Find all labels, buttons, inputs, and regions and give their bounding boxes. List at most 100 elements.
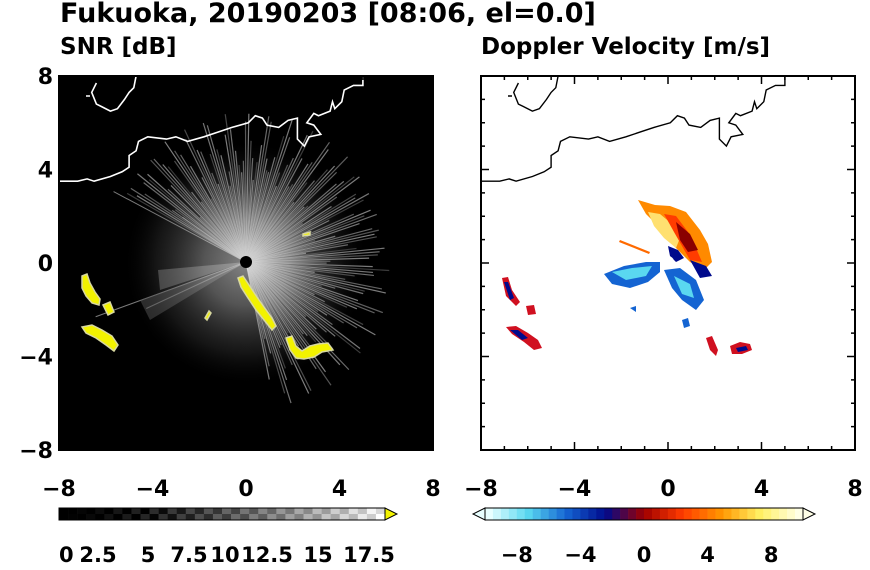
doppler-coastline xyxy=(481,76,786,182)
snr-colorbar-cell xyxy=(231,514,241,520)
snr-colorbar-cell xyxy=(203,508,214,514)
snr-colorbar-cell xyxy=(375,514,386,520)
snr-colorbar-label: 7.5 xyxy=(170,543,207,567)
doppler-colorbar-cell xyxy=(524,508,533,520)
doppler-colorbar-cell xyxy=(715,508,724,520)
velocity-ray xyxy=(619,240,650,254)
doppler-colorbar: −8 −4 0 4 8 xyxy=(471,507,817,567)
snr-colorbar-cell xyxy=(330,514,341,520)
snr-colorbar-cell xyxy=(303,514,313,520)
snr-colorbar-label: 5 xyxy=(141,543,156,567)
snr-colorbar-cell xyxy=(104,508,114,514)
doppler-colorbar-cell xyxy=(699,508,708,520)
snr-colorbar: 0 2.5 5 7.5 10 12.5 15 17.5 xyxy=(58,507,399,567)
echo-southeast-2 xyxy=(285,335,335,360)
doppler-radar-center xyxy=(662,256,674,268)
snr-colorbar-cell xyxy=(366,508,377,514)
snr-x-tick-label: 0 xyxy=(238,477,253,502)
snr-colorbar-cell xyxy=(339,514,350,520)
doppler-panel-title: Doppler Velocity [m/s] xyxy=(481,34,771,60)
snr-colorbar-label: 10 xyxy=(210,543,239,567)
doppler-colorbar-cell xyxy=(683,508,692,520)
snr-colorbar-cell xyxy=(321,514,331,520)
echo-west-3 xyxy=(80,324,119,353)
snr-colorbar-cell xyxy=(240,514,250,520)
doppler-colorbar-cell xyxy=(691,508,700,520)
doppler-colorbar-cell xyxy=(612,508,621,520)
snr-coastline xyxy=(59,76,364,183)
doppler-x-tick-label: 0 xyxy=(660,477,675,502)
snr-colorbar-cell xyxy=(321,508,331,514)
doppler-colorbar-cell xyxy=(548,508,557,520)
snr-colorbar-label: 17.5 xyxy=(343,543,395,567)
snr-colorbar-cell xyxy=(276,514,286,520)
snr-colorbar-cell xyxy=(240,508,250,514)
snr-colorbar-label: 0 xyxy=(59,543,74,567)
doppler-colorbar-cell xyxy=(667,508,677,520)
doppler-colorbar-cell xyxy=(755,508,764,520)
snr-colorbar-cell xyxy=(348,514,359,520)
doppler-colorbar-label: 8 xyxy=(764,543,779,567)
snr-colorbar-cell xyxy=(131,514,141,520)
snr-colorbar-cell xyxy=(86,514,96,520)
snr-colorbar-cell xyxy=(357,514,368,520)
snr-colorbar-cell xyxy=(303,508,313,514)
doppler-colorbar-cell xyxy=(707,508,716,520)
snr-colorbar-cell xyxy=(258,514,268,520)
doppler-colorbar-cell xyxy=(516,508,526,520)
snr-colorbar-extend-max xyxy=(384,507,399,521)
doppler-panel: −8 −4 0 4 8 xyxy=(464,75,863,502)
snr-colorbar-cell xyxy=(68,514,78,520)
doppler-colorbar-cell xyxy=(564,508,573,520)
snr-colorbar-label: 15 xyxy=(303,543,332,567)
snr-colorbar-cell xyxy=(185,508,196,514)
velocity-small-1 xyxy=(682,318,690,328)
doppler-colorbar-cell xyxy=(492,508,502,520)
doppler-colorbar-cell xyxy=(556,508,565,520)
doppler-colorbar-label: 0 xyxy=(637,543,652,567)
snr-colorbar-cell xyxy=(231,508,241,514)
doppler-x-tick-label: 4 xyxy=(754,477,769,502)
doppler-colorbar-cell xyxy=(636,508,645,520)
doppler-axes: −8 −4 0 4 8 xyxy=(464,75,863,502)
doppler-colorbar-cell xyxy=(731,508,740,520)
snr-colorbar-cell xyxy=(194,514,205,520)
snr-panel: −8 −4 0 4 8 −8 −4 0 4 8 xyxy=(19,65,440,502)
snr-colorbar-cell xyxy=(185,514,196,520)
doppler-colorbar-cell xyxy=(675,508,685,520)
snr-colorbar-cell xyxy=(267,514,277,520)
snr-colorbar-cell xyxy=(285,508,295,514)
velocity-west-1-blue xyxy=(504,282,514,300)
snr-colorbar-cell xyxy=(68,508,78,514)
snr-colorbar-cell xyxy=(113,508,123,514)
snr-colorbar-cell xyxy=(366,514,377,520)
snr-panel-title: SNR [dB] xyxy=(60,34,177,60)
velocity-light-blue-west xyxy=(612,266,652,280)
velocity-light-blue-south xyxy=(674,276,694,298)
snr-colorbar-cell xyxy=(86,508,96,514)
snr-colorbar-cell xyxy=(140,514,150,520)
snr-colorbar-cell xyxy=(59,508,69,514)
doppler-colorbar-cell xyxy=(588,508,597,520)
snr-x-tick-label: 4 xyxy=(332,477,347,502)
snr-colorbar-cell xyxy=(149,508,159,514)
snr-y-tick-label: −8 xyxy=(19,439,53,464)
velocity-southeast-blue xyxy=(736,346,748,352)
snr-x-tick-label: −8 xyxy=(42,477,76,502)
velocity-small-2 xyxy=(630,306,636,312)
snr-radar-center xyxy=(240,256,252,268)
snr-colorbar-cell xyxy=(294,514,304,520)
velocity-fast-outbound xyxy=(648,212,680,248)
snr-colorbar-cell xyxy=(212,508,223,514)
doppler-colorbar-cell xyxy=(644,508,653,520)
snr-y-tick-label: 0 xyxy=(38,252,53,277)
snr-colorbar-cell xyxy=(167,514,178,520)
doppler-colorbar-cell xyxy=(651,508,661,520)
snr-colorbar-cell xyxy=(140,508,150,514)
velocity-dark-red xyxy=(676,222,698,252)
doppler-x-tick-label: −4 xyxy=(558,477,592,502)
snr-colorbar-cell xyxy=(122,508,132,514)
snr-colorbar-cell xyxy=(122,514,132,520)
doppler-colorbar-cell xyxy=(500,508,510,520)
